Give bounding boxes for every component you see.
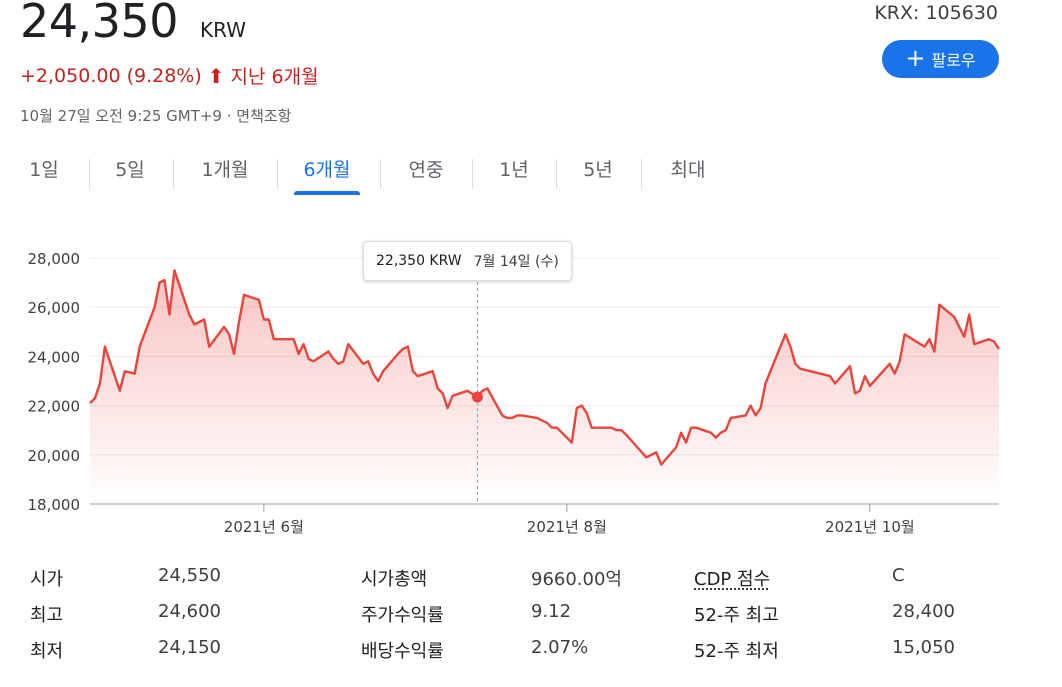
currency-label: KRW	[200, 18, 246, 42]
y-tick-label: 20,000	[28, 447, 81, 465]
stat-label-market-cap: 시가총액	[361, 569, 428, 590]
tab-divider	[277, 159, 278, 189]
tab-divider	[380, 159, 381, 189]
tab-1y[interactable]: 1년	[499, 159, 529, 181]
stock-price: 24,350	[20, 0, 178, 48]
price-change: +2,050.00 (9.28%) ⬆ 지난 6개월	[20, 62, 319, 89]
stats-row: 최저 24,150 배당수익률 2.07% 52-주 최저 15,050	[0, 637, 1062, 673]
stat-value-dividend-yield: 2.07%	[531, 637, 589, 658]
follow-label: 팔로우	[931, 51, 976, 70]
stat-label-dividend-yield: 배당수익률	[361, 641, 444, 662]
timestamp-disclaimer: 10월 27일 오전 9:25 GMT+9 · 면책조항	[20, 107, 292, 125]
tab-divider	[641, 159, 642, 189]
ticker-symbol: KRX: 105630	[874, 2, 998, 24]
stat-label-pe-ratio: 주가수익률	[361, 605, 444, 626]
x-tick-label: 2021년 8월	[527, 518, 607, 536]
x-tick-label: 2021년 6월	[224, 518, 304, 536]
y-tick-label: 18,000	[28, 496, 81, 514]
tab-divider	[89, 159, 90, 189]
stat-value-pe-ratio: 9.12	[531, 601, 572, 622]
plus-icon: +	[905, 43, 926, 72]
change-period: 지난 6개월	[230, 66, 319, 88]
stat-value-low: 24,150	[158, 637, 221, 658]
tab-divider	[472, 159, 473, 189]
stat-value-cdp-score: C	[892, 565, 905, 586]
y-tick-label: 28,000	[28, 250, 81, 268]
hover-point	[471, 391, 483, 403]
tooltip-price: 22,350 KRW	[376, 253, 462, 269]
y-tick-label: 24,000	[28, 348, 81, 366]
stats-row: 최고 24,600 주가수익률 9.12 52-주 최고 28,400	[0, 601, 1062, 637]
stat-value-market-cap: 9660.00억	[531, 569, 622, 590]
stat-label-open: 시가	[30, 569, 64, 590]
stat-value-52w-low: 15,050	[892, 637, 955, 658]
stat-value-open: 24,550	[158, 565, 221, 586]
stats-row: 시가 24,550 시가총액 9660.00억 CDP 점수 C	[0, 565, 1062, 601]
y-tick-label: 22,000	[28, 398, 81, 416]
price-line	[89, 269, 1000, 466]
arrow-up-icon: ⬆	[207, 63, 225, 88]
follow-button[interactable]: + 팔로우	[882, 40, 999, 78]
x-axis: 2021년 6월 2021년 8월 2021년 10월	[224, 504, 915, 536]
stat-label-52w-low: 52-주 최저	[694, 641, 779, 662]
stat-label-low: 최저	[30, 641, 64, 662]
stat-label-cdp-score[interactable]: CDP 점수	[694, 569, 771, 590]
tab-divider	[556, 159, 557, 189]
tab-max[interactable]: 최대	[670, 159, 706, 181]
tab-5y[interactable]: 5년	[583, 159, 613, 181]
y-tick-label: 26,000	[28, 299, 81, 317]
tooltip-date: 7월 14일 (수)	[473, 254, 559, 270]
price-chart[interactable]: 28,000 26,000 24,000 22,000 20,000 18,000 202…	[0, 210, 1062, 550]
chart-tooltip: 22,350 KRW 7월 14일 (수)	[363, 241, 572, 281]
tab-1m[interactable]: 1개월	[201, 159, 249, 181]
tab-5d[interactable]: 5일	[115, 159, 145, 181]
stat-value-high: 24,600	[158, 601, 221, 622]
stat-label-52w-high: 52-주 최고	[694, 605, 779, 626]
tab-6m[interactable]: 6개월	[294, 155, 360, 195]
y-axis: 28,000 26,000 24,000 22,000 20,000 18,000	[28, 250, 81, 514]
tab-divider	[173, 159, 174, 189]
price-area-fill	[90, 270, 999, 504]
stat-label-high: 최고	[30, 605, 64, 626]
change-value: +2,050.00 (9.28%)	[20, 64, 202, 87]
tab-1d[interactable]: 1일	[29, 159, 59, 181]
tab-ytd[interactable]: 연중	[408, 159, 444, 181]
stat-value-52w-high: 28,400	[892, 601, 955, 622]
x-tick-label: 2021년 10월	[825, 518, 915, 536]
